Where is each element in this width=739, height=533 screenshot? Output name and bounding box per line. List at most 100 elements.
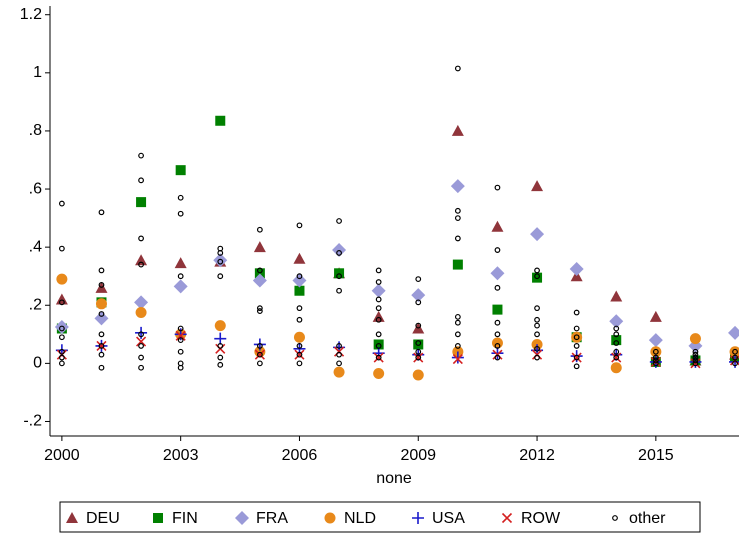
y-tick-label: 1.2 [20, 6, 42, 23]
data-point [336, 360, 342, 367]
data-point [138, 152, 144, 159]
data-point [96, 340, 107, 351]
data-point [138, 177, 144, 184]
data-point [650, 346, 662, 358]
data-point [333, 366, 345, 378]
data-point [613, 325, 620, 332]
legend-label: DEU [86, 510, 120, 527]
data-point [177, 325, 184, 332]
data-point [174, 328, 187, 341]
y-tick-label: .8 [29, 122, 42, 139]
data-point [573, 363, 580, 370]
data-point [573, 354, 580, 361]
data-point [217, 361, 224, 368]
data-point [652, 348, 659, 355]
data-point [494, 284, 501, 291]
data-point [531, 180, 544, 192]
data-point [534, 267, 540, 274]
data-point [256, 226, 263, 233]
data-point [728, 325, 739, 340]
data-point [492, 304, 503, 315]
data-point [692, 351, 699, 358]
data-point [454, 215, 461, 221]
legend-box [59, 501, 701, 533]
data-point [177, 364, 184, 371]
data-point [491, 337, 503, 349]
data-point [413, 352, 424, 363]
data-point [610, 362, 622, 374]
data-point [58, 360, 65, 367]
data-point [296, 360, 303, 367]
data-point [454, 343, 461, 349]
data-point [333, 346, 345, 357]
data-point [296, 305, 303, 312]
data-point [729, 355, 739, 366]
data-point [415, 322, 422, 329]
data-point [613, 340, 620, 346]
data-point [214, 332, 227, 345]
data-point [732, 360, 738, 367]
data-point [56, 273, 68, 285]
legend-marker [501, 512, 513, 524]
data-point [611, 335, 622, 346]
data-point [649, 310, 662, 322]
data-point [293, 342, 306, 355]
data-point [375, 343, 382, 349]
data-point [55, 293, 68, 305]
data-point [256, 267, 263, 274]
data-point [450, 179, 465, 194]
data-point [610, 348, 623, 361]
data-point [534, 273, 540, 280]
y-tick-label: .6 [29, 180, 42, 197]
data-point [175, 165, 186, 176]
data-point [58, 334, 65, 341]
data-point [494, 354, 501, 361]
data-point [534, 316, 540, 323]
data-point [375, 316, 382, 323]
data-point [256, 360, 263, 367]
data-point [534, 305, 540, 312]
data-point [492, 349, 503, 360]
data-point [415, 354, 422, 361]
x-tick-label: 2009 [400, 447, 436, 464]
legend-label: USA [432, 510, 465, 527]
data-point [573, 309, 580, 316]
data-point [177, 273, 184, 280]
data-point [296, 222, 303, 229]
data-point [98, 311, 105, 317]
data-point [138, 261, 144, 268]
data-point [135, 307, 147, 319]
legend-label: other [629, 510, 666, 527]
y-tick-label: .2 [29, 296, 42, 313]
data-point [173, 279, 188, 294]
data-point [454, 207, 461, 214]
data-point [58, 245, 65, 252]
data-point [336, 218, 342, 224]
data-point [494, 319, 501, 326]
data-point [454, 319, 461, 326]
data-point [95, 298, 107, 310]
data-point [294, 285, 305, 296]
data-point [454, 331, 461, 338]
data-point [494, 184, 501, 191]
data-point [134, 295, 149, 310]
data-point [336, 351, 342, 358]
data-point [689, 333, 701, 345]
data-point [58, 200, 65, 207]
data-point [98, 209, 105, 216]
data-point [292, 273, 307, 288]
data-point [571, 352, 582, 363]
data-point [135, 254, 148, 266]
data-point [138, 364, 144, 371]
data-point [372, 310, 385, 322]
legend-label: FRA [256, 510, 288, 527]
legend-label: NLD [344, 510, 376, 527]
data-point [692, 357, 699, 364]
legend-marker [153, 513, 163, 523]
data-point [690, 358, 701, 369]
data-point [296, 273, 303, 280]
data-point [413, 339, 424, 350]
data-point [217, 250, 224, 256]
data-point [494, 331, 501, 338]
